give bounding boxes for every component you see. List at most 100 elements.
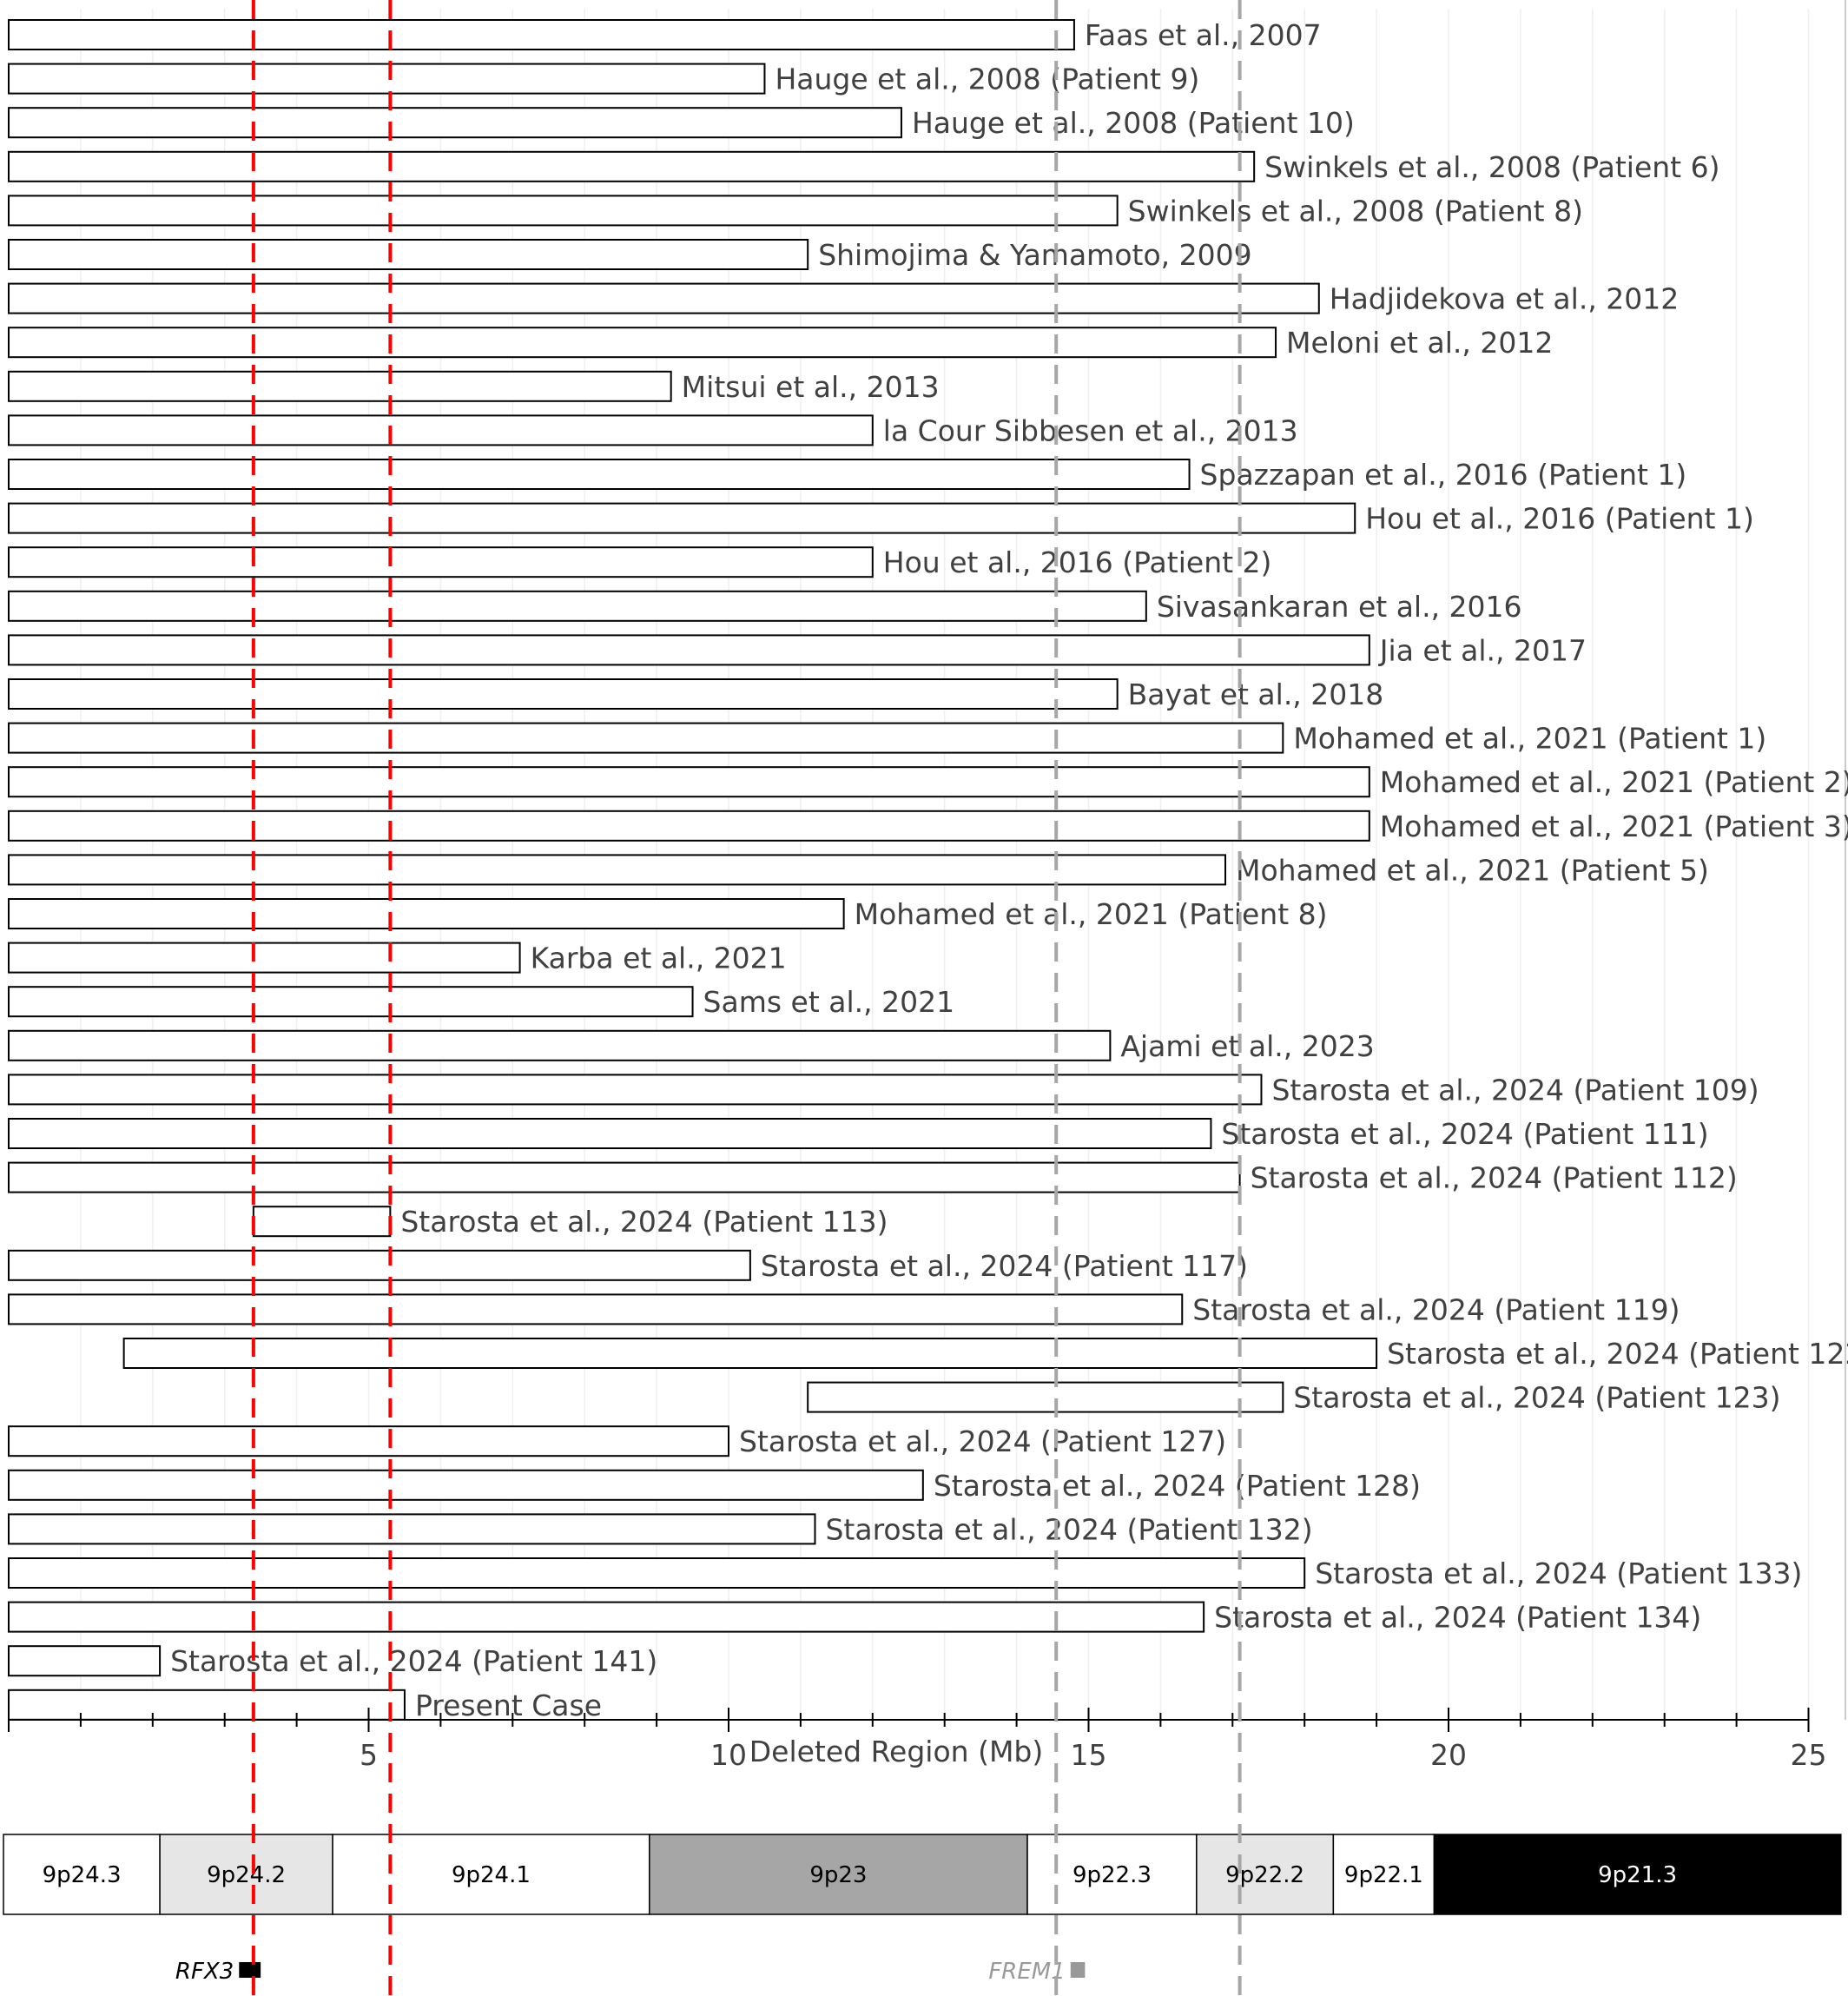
gene-track: RFX3 FREM1 [175,1959,1086,1985]
deletion-bar [8,150,1256,182]
deletion-bar [8,1425,729,1457]
study-label: Starosta et al., 2024 (Patient 122) [1387,1337,1848,1371]
study-label: Starosta et al., 2024 (Patient 112) [1251,1161,1738,1195]
study-label: Sams et al., 2021 [703,985,955,1019]
deletion-bar [252,1206,392,1238]
gene-marker [239,1962,261,1978]
study-label: Starosta et al., 2024 (Patient 123) [1293,1381,1780,1415]
cytoband-label: 9p24.2 [207,1862,286,1888]
study-label: Swinkels et al., 2008 (Patient 6) [1264,150,1719,184]
x-axis: Deleted Region (Mb) 5 10 15 20 25 [8,1708,1827,1772]
cytoband [159,1834,333,1915]
study-label: Jia et al., 2017 [1378,633,1587,667]
study-label: Mohamed et al., 2021 (Patient 3) [1380,810,1848,843]
x-axis-title: Deleted Region (Mb) [749,1735,1044,1768]
deletion-bar [8,986,694,1018]
study-label: Starosta et al., 2024 (Patient 134) [1214,1601,1701,1635]
deletion-bar [8,854,1227,886]
deletion-bar [8,63,766,95]
deletion-bar [8,107,902,139]
study-label: Present Case [415,1689,602,1722]
study-label: Karba et al., 2021 [531,942,787,975]
deletion-bar [8,282,1320,314]
deletion-bar [8,459,1191,490]
cytoband-label: 9p21.3 [1598,1862,1677,1888]
deletion-bar [8,1601,1205,1633]
study-label: Swinkels et al., 2008 (Patient 8) [1128,194,1583,228]
cytoband [1196,1834,1335,1915]
deletion-bar [8,1118,1212,1149]
deletion-bar [8,678,1119,710]
study-label: Hou et al., 2016 (Patient 1) [1365,502,1754,536]
deletion-bars [8,19,1378,1721]
deletion-bar [122,1338,1378,1369]
study-label: Mitsui et al., 2013 [682,370,940,404]
x-tick-label: 20 [1430,1738,1467,1772]
study-label: Mohamed et al., 2021 (Patient 5) [1236,853,1709,887]
study-label: Hou et al., 2016 (Patient 2) [883,545,1272,579]
study-label: Starosta et al., 2024 (Patient 132) [825,1512,1312,1546]
study-label: Mohamed et al., 2021 (Patient 2) [1380,765,1848,799]
study-label: Spazzapan et al., 2016 (Patient 1) [1200,458,1687,492]
study-label: Starosta et al., 2024 (Patient 113) [400,1205,888,1239]
study-label: la Cour Sibbesen et al., 2013 [883,413,1298,447]
study-label: Bayat et al., 2018 [1128,677,1384,711]
study-label: Sivasankaran et al., 2016 [1157,590,1522,624]
deletion-bar [8,1293,1184,1325]
deletion-bar [8,634,1370,666]
cytoband [1433,1834,1842,1915]
study-label: Starosta et al., 2024 (Patient 111) [1221,1117,1708,1151]
deletion-bar [8,19,1075,50]
deletion-bar [8,195,1119,227]
cytoband-label: 9p22.2 [1225,1862,1304,1888]
deletion-bar [8,1249,751,1281]
deletion-bar [807,1381,1284,1413]
cytoband [332,1834,650,1915]
study-label: Mohamed et al., 2021 (Patient 8) [855,897,1328,931]
study-label: Shimojima & Yamamoto, 2009 [818,238,1251,272]
study-label: Hauge et al., 2008 (Patient 10) [912,106,1355,140]
study-label: Hadjidekova et al., 2012 [1330,282,1680,316]
cytoband-ideogram: 9p24.3 9p24.2 9p24.1 9p23 9p22.3 9p22.2 9p22.1… [3,1834,1842,1915]
cytoband-label: 9p22.3 [1072,1862,1152,1888]
cytoband-label: 9p24.1 [452,1862,531,1888]
deletion-bar [8,1029,1112,1061]
study-label: Mohamed et al., 2021 (Patient 1) [1293,722,1766,756]
study-label: Ajami et al., 2023 [1120,1029,1374,1063]
study-label: Starosta et al., 2024 (Patient 119) [1192,1292,1680,1326]
deletion-bar [8,1161,1241,1193]
cytoband-label: 9p24.3 [43,1862,122,1888]
deletion-bar [8,1513,816,1545]
deletion-bar [8,590,1147,622]
x-tick-label: 15 [1071,1738,1107,1772]
cytoband-label: 9p23 [809,1862,867,1888]
study-label: Starosta et al., 2024 (Patient 141) [170,1644,657,1678]
study-label: Meloni et al., 2012 [1286,326,1553,360]
study-label: Starosta et al., 2024 (Patient 127) [739,1424,1226,1458]
gene-label: FREM1 [988,1959,1065,1985]
x-tick-label: 25 [1791,1738,1827,1772]
deletion-bar [8,722,1284,754]
deletion-bar [8,1074,1263,1106]
gene-label: RFX3 [175,1959,234,1985]
deletion-bar [8,370,672,402]
deletion-bar [8,766,1370,798]
study-label: Starosta et al., 2024 (Patient 128) [934,1469,1421,1503]
deletion-bar [8,898,845,929]
study-labels: Faas et al., 2007 Hauge et al., 2008 (Pat… [170,18,1848,1722]
x-tick-label: 10 [710,1738,747,1772]
deletion-bar [8,1689,406,1721]
x-tick-label: 5 [360,1738,378,1772]
study-label: Starosta et al., 2024 (Patient 133) [1315,1556,1802,1590]
deletion-bar [8,239,809,270]
cytoband-label: 9p22.1 [1344,1862,1423,1888]
study-label: Hauge et al., 2008 (Patient 9) [775,63,1199,96]
deletion-bar [8,942,521,974]
deletion-bar [8,1557,1306,1589]
deletion-bar [8,810,1370,842]
deletion-bar [8,414,874,446]
deletion-bar [8,546,874,578]
deletion-bar [8,327,1277,359]
cytoband [649,1834,1028,1915]
